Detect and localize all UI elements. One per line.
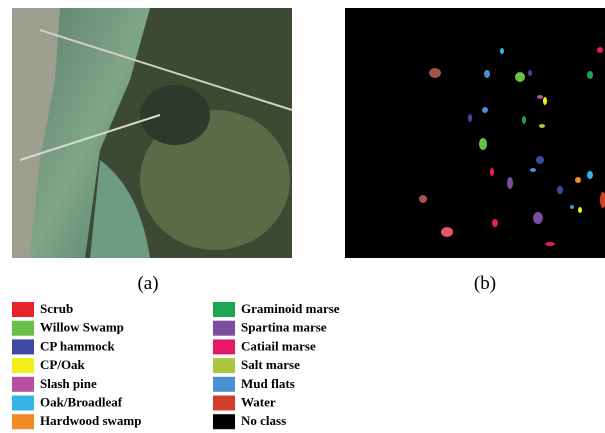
legend-label: Oak/Broadleaf <box>40 394 123 409</box>
legend-swatch <box>213 414 235 429</box>
legend-swatch <box>12 396 34 411</box>
legend-label: No class <box>241 413 286 428</box>
legend-label: Hardwood swamp <box>40 413 142 428</box>
legend-swatch <box>12 302 34 317</box>
caption: (a) <box>137 273 158 294</box>
legend-swatch <box>213 302 235 317</box>
figure: (a) (b) Scrub Willow Swamp CP hammock CP/Oa… <box>0 0 605 433</box>
legend-label: CP hammock <box>40 338 116 353</box>
legend-label: Scrub <box>40 301 73 316</box>
legend-label: Salt marse <box>241 357 300 372</box>
legend: Scrub Willow Swamp CP hammock CP/Oak Slash p… <box>12 301 340 429</box>
legend-swatch <box>12 358 34 373</box>
class-map <box>345 8 605 258</box>
legend-swatch <box>12 377 34 392</box>
legend-label: Water <box>241 394 276 409</box>
legend-label: CP/Oak <box>40 357 86 372</box>
legend-label: Catiail marse <box>241 338 316 353</box>
legend-swatch <box>213 377 235 392</box>
legend-label: Spartina marse <box>241 320 327 335</box>
satellite-image <box>12 8 292 258</box>
legend-swatch <box>213 321 235 336</box>
caption: (b) <box>474 273 496 294</box>
legend-label: Slash pine <box>40 376 97 391</box>
legend-label: Willow Swamp <box>40 320 124 335</box>
legend-swatch <box>12 414 34 429</box>
legend-swatch <box>213 396 235 411</box>
legend-label: Graminoid marse <box>241 301 340 316</box>
legend-swatch <box>12 339 34 354</box>
legend-swatch <box>12 321 34 336</box>
legend-label: Mud flats <box>241 376 295 391</box>
legend-swatch <box>213 358 235 373</box>
legend-swatch <box>213 339 235 354</box>
